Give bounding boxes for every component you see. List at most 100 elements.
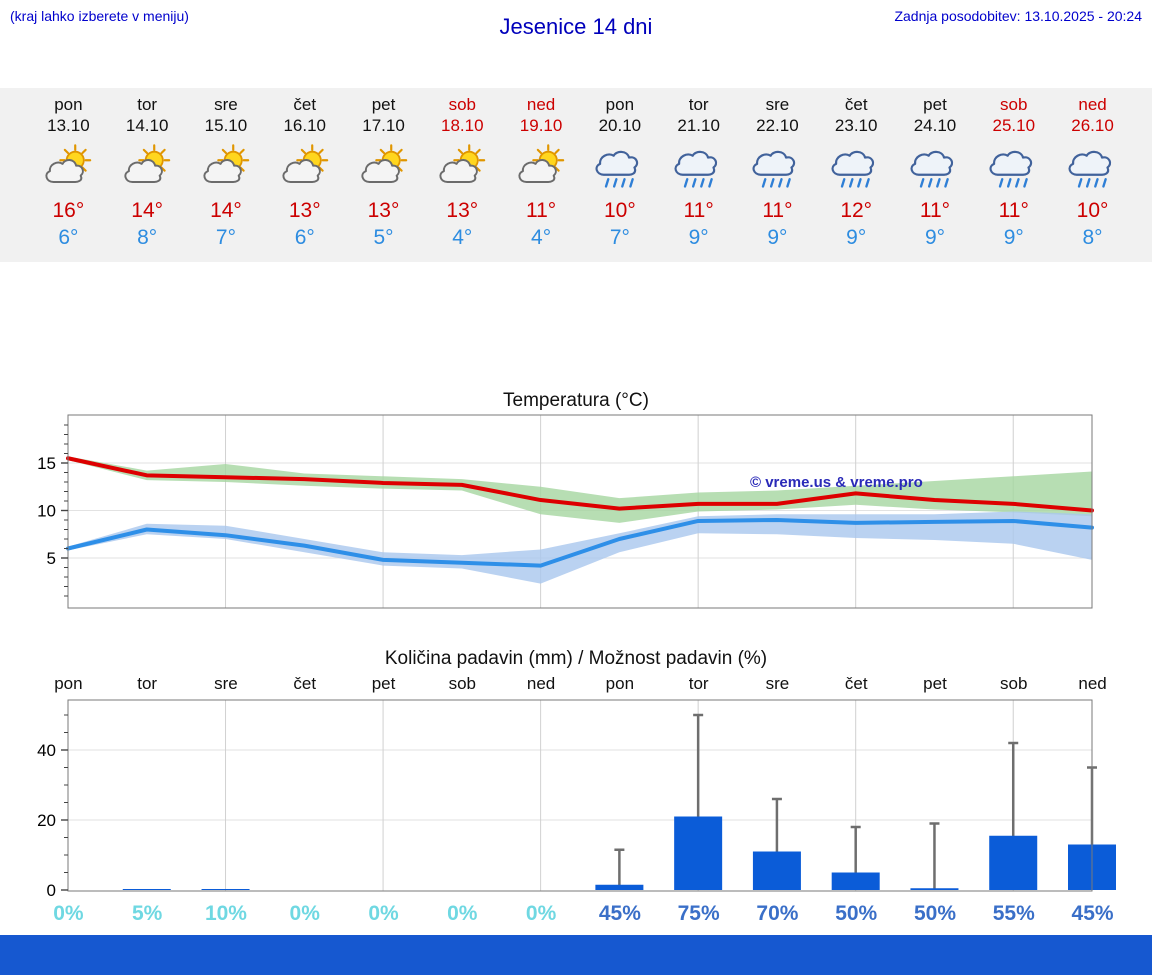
day-column-21.10[interactable]: tor 21.10 11° 9° — [659, 92, 738, 250]
day-date: 25.10 — [992, 116, 1036, 135]
precip-day-label: pon — [54, 674, 83, 693]
precip-day-label: ned — [1078, 674, 1107, 693]
precip-probability: 0% — [368, 902, 399, 925]
precip-day-label: čet — [844, 674, 868, 693]
precipitation-chart-title: Količina padavin (mm) / Možnost padavin … — [384, 648, 768, 669]
rainy-icon — [580, 139, 659, 195]
day-low-temp: 9° — [688, 226, 709, 249]
day-low-temp: 7° — [215, 226, 236, 249]
day-low-temp: 9° — [1003, 226, 1024, 249]
day-low-temp: 9° — [924, 226, 946, 249]
page-title: Jesenice 14 dni — [499, 14, 653, 39]
day-name: čet — [844, 95, 868, 114]
day-date: 17.10 — [362, 116, 405, 135]
day-high-temp: 11° — [683, 199, 714, 222]
precip-day-label: pet — [923, 674, 947, 693]
day-date: 23.10 — [834, 116, 878, 135]
day-high-temp: 11° — [919, 199, 951, 222]
day-name: ned — [526, 95, 556, 114]
precip-probability: 45% — [1071, 902, 1114, 925]
day-high-temp: 16° — [52, 199, 85, 222]
day-column-13.10[interactable]: pon 13.10 16° 6° — [29, 92, 108, 250]
precipitation-day-labels: pon tor sre čet pet sob ned pon tor sre čet pet sob n… — [29, 674, 1132, 694]
forecast-strip-days: pon 13.10 16° 6° tor 14.10 14° 8° — [29, 92, 1132, 250]
day-high-temp: 13° — [446, 199, 479, 222]
precip-bar — [910, 888, 959, 890]
day-date: 21.10 — [677, 116, 720, 135]
last-update-label: Zadnja posodobitev: 13.10.2025 - 20:24 — [894, 8, 1142, 24]
precip-probability: 0% — [525, 902, 557, 925]
forecast-strip: pon 13.10 16° 6° tor 14.10 14° 8° — [0, 88, 1152, 262]
precip-bar — [595, 884, 644, 890]
partly-sunny-icon — [29, 139, 108, 195]
day-column-23.10[interactable]: čet 23.10 12° 9° — [817, 92, 896, 250]
precip-probability: 5% — [131, 902, 163, 925]
day-date: 14.10 — [125, 116, 169, 135]
precip-probability: 50% — [913, 902, 956, 925]
day-low-temp: 6° — [58, 226, 79, 249]
precip-bar — [831, 872, 880, 890]
day-date: 22.10 — [756, 116, 799, 135]
day-column-17.10[interactable]: pet 17.10 13° 5° — [344, 92, 423, 250]
day-column-25.10[interactable]: sob 25.10 11° 9° — [974, 92, 1053, 250]
day-date: 16.10 — [283, 116, 326, 135]
day-high-temp: 14° — [131, 199, 164, 222]
partly-sunny-icon — [344, 139, 423, 195]
precip-day-label: ned — [526, 674, 556, 693]
day-name: ned — [1078, 95, 1107, 114]
day-name: sre — [765, 95, 790, 114]
day-name: pet — [371, 95, 396, 114]
temp-y-tick-label: 5 — [47, 549, 56, 568]
day-column-20.10[interactable]: pon 20.10 10° 7° — [580, 92, 659, 250]
day-name: sob — [1000, 95, 1028, 114]
day-low-temp: 8° — [137, 226, 158, 249]
watermark-link[interactable]: © vreme.us & vreme.pro — [750, 474, 923, 491]
precip-probability: 0% — [447, 902, 478, 925]
day-high-temp: 11° — [762, 199, 793, 222]
day-column-26.10[interactable]: ned 26.10 10° 8° — [1053, 92, 1132, 250]
precip-probability: 45% — [598, 902, 641, 925]
rainy-icon — [738, 139, 817, 195]
temp-y-tick-label: 15 — [37, 454, 56, 473]
precip-day-label: sre — [214, 674, 238, 693]
day-column-22.10[interactable]: sre 22.10 11° 9° — [738, 92, 817, 250]
day-high-temp: 10° — [1076, 199, 1109, 222]
day-column-14.10[interactable]: tor 14.10 14° 8° — [108, 92, 187, 250]
day-low-temp: 4° — [531, 226, 552, 249]
precip-bar — [989, 835, 1038, 890]
precip-day-label: pet — [371, 674, 396, 693]
day-high-temp: 14° — [210, 199, 242, 222]
day-name: pet — [923, 95, 947, 114]
footer-bar — [0, 935, 1152, 975]
day-date: 26.10 — [1071, 116, 1114, 135]
day-column-24.10[interactable]: pet 24.10 11° 9° — [896, 92, 975, 250]
day-column-18.10[interactable]: sob 18.10 13° 4° — [423, 92, 502, 250]
precip-probability: 70% — [756, 902, 799, 925]
day-high-temp: 13° — [367, 199, 400, 222]
rainy-icon — [896, 139, 975, 195]
day-name: sob — [448, 95, 476, 114]
day-low-temp: 6° — [294, 226, 315, 249]
temperature-chart-title: Temperatura (°C) — [503, 390, 649, 411]
precip-day-label: pon — [605, 674, 635, 693]
day-low-temp: 5° — [373, 226, 394, 249]
precip-day-label: sob — [1000, 674, 1028, 693]
precipitation-probability-row: 0% 5% 10% 0% 0% 0% 0% 45% 75% 70% 50% 50% 55% 45% — [29, 902, 1132, 926]
menu-hint: (kraj lahko izberete v meniju) — [10, 8, 189, 24]
day-column-16.10[interactable]: čet 16.10 13° 6° — [265, 92, 344, 250]
precip-bar — [674, 816, 723, 890]
day-date: 24.10 — [913, 116, 957, 135]
day-date: 20.10 — [598, 116, 642, 135]
day-high-temp: 12° — [840, 199, 873, 222]
precip-bar — [122, 889, 171, 890]
precip-probability: 55% — [992, 902, 1035, 925]
precip-day-label: tor — [137, 674, 158, 693]
precip-y-tick-label: 0 — [47, 881, 56, 898]
day-high-temp: 11° — [525, 199, 557, 222]
day-column-15.10[interactable]: sre 15.10 14° 7° — [187, 92, 266, 250]
precip-probability: 75% — [677, 902, 720, 925]
day-name: pon — [54, 95, 83, 114]
day-column-19.10[interactable]: ned 19.10 11° 4° — [502, 92, 581, 250]
precip-y-tick-label: 20 — [37, 811, 56, 830]
